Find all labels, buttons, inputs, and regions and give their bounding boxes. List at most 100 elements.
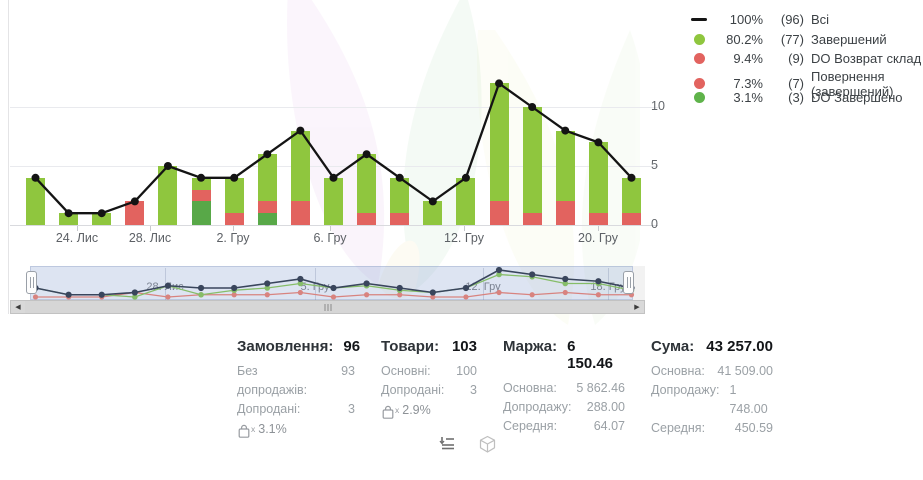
line-point[interactable] — [130, 197, 139, 206]
line-point[interactable] — [495, 79, 504, 88]
stat-row: Середня: 64.07 — [503, 417, 625, 436]
navigator-point — [98, 291, 105, 298]
x-axis-tick — [77, 226, 78, 231]
bar-segment — [257, 213, 277, 225]
bar-day-18[interactable] — [588, 142, 608, 225]
bar-day-15[interactable] — [489, 83, 509, 225]
bar-day-11[interactable] — [357, 154, 377, 225]
navigator-point — [429, 289, 436, 296]
navigator-right-handle-icon[interactable] — [623, 271, 634, 294]
bar-day-19[interactable] — [621, 177, 641, 225]
x-axis-tick — [330, 226, 331, 231]
line-point[interactable] — [395, 173, 404, 182]
stat-row-label: Основна: — [651, 364, 705, 378]
total-line-series — [31, 79, 636, 218]
legend-dot-swatch-icon — [693, 53, 705, 65]
upsell-rate-badge: x 3.1% — [237, 419, 355, 439]
bar-segment — [191, 189, 211, 202]
line-point[interactable] — [31, 173, 40, 182]
legend-item-3[interactable]: 9.4% (9) DO Возврат склад — [688, 49, 923, 69]
bar-day-3[interactable] — [92, 213, 112, 225]
bar-segment — [26, 177, 45, 225]
line-point[interactable] — [528, 103, 537, 111]
line-point[interactable] — [594, 138, 603, 147]
bar-segment — [257, 201, 277, 214]
stat-row: Допродані: 3 — [237, 400, 355, 419]
navigator-point — [297, 275, 304, 283]
bar-day-6[interactable] — [191, 177, 211, 225]
stat-row-value: 3 — [470, 383, 477, 397]
line-point[interactable] — [296, 126, 305, 135]
navigator-point — [595, 292, 601, 298]
bar-day-13[interactable] — [423, 201, 443, 225]
navigator-mini-chart — [32, 266, 635, 300]
legend-item-2[interactable]: 80.2% (77) Завершений — [688, 30, 923, 50]
legend-percent: 100% — [729, 12, 763, 28]
line-point[interactable] — [197, 173, 206, 182]
bar-day-7[interactable] — [224, 177, 244, 225]
bar-segment — [489, 83, 509, 202]
panel-left-border — [8, 0, 9, 314]
horizontal-scrollbar[interactable]: ◀ ▶ — [10, 300, 645, 314]
legend-item-1[interactable]: 100% (96) Всі — [688, 10, 923, 30]
y-axis-tick-label: 0 — [651, 217, 658, 231]
stat-row-label: Допродані: — [237, 402, 301, 416]
stat-row-value: 93 — [341, 364, 355, 378]
bar-segment — [621, 177, 641, 214]
stat-row-value: 5 862.46 — [576, 381, 625, 395]
scroll-right-arrow-icon[interactable]: ▶ — [630, 301, 644, 313]
main-chart-plot-area — [10, 57, 658, 226]
line-point[interactable] — [230, 173, 239, 182]
bar-day-9[interactable] — [290, 130, 310, 225]
stat-title: Замовлення: — [237, 338, 334, 355]
legend-percent: 3.1% — [733, 90, 763, 106]
bar-day-1[interactable] — [26, 177, 45, 225]
line-point[interactable] — [329, 173, 338, 182]
line-point[interactable] — [163, 162, 172, 170]
navigator-gridline — [315, 268, 316, 300]
stat-column-2: Товари: 103 Основні: 100 Допродані: 3 x 2.9% — [381, 338, 477, 439]
stat-row-label: Середня: — [651, 421, 706, 435]
bar-segment — [290, 201, 310, 225]
bar-day-4[interactable] — [125, 201, 145, 225]
line-point[interactable] — [97, 209, 106, 218]
bar-day-10[interactable] — [323, 177, 343, 225]
bar-day-14[interactable] — [456, 177, 476, 225]
stat-row: Допродані: 3 — [381, 381, 477, 400]
line-point[interactable] — [561, 126, 570, 135]
line-point[interactable] — [627, 173, 636, 182]
stat-row-value: 3 — [348, 402, 355, 416]
line-point[interactable] — [64, 209, 73, 218]
range-navigator[interactable]: 28. Лис 5. Гру 12. Гру 18. Гру — [10, 266, 645, 300]
line-point[interactable] — [263, 150, 272, 159]
x-axis-tick — [598, 226, 599, 231]
stat-title: Сума: — [651, 338, 695, 355]
bar-day-16[interactable] — [522, 107, 542, 225]
package-cube-icon[interactable] — [477, 434, 497, 454]
stat-row: Допродажу: 288.00 — [503, 398, 625, 417]
navigator-left-handle-icon[interactable] — [26, 271, 37, 294]
legend-item-5[interactable]: 3.1% (3) DO Завершено — [688, 88, 923, 108]
stat-title: Товари: — [381, 338, 440, 355]
navigator-point — [231, 292, 237, 298]
chart-legend: 100% (96) Всі 80.2% (77) Завершений 9.4% (9) DO … — [688, 10, 923, 108]
line-point[interactable] — [461, 173, 470, 182]
scrollbar-grip-icon[interactable] — [324, 304, 331, 311]
bar-segment — [555, 201, 575, 225]
bar-segment — [522, 213, 542, 225]
navigator-point — [430, 294, 436, 300]
navigator-point — [562, 275, 569, 283]
orders-list-icon[interactable] — [438, 434, 458, 454]
bar-day-5[interactable] — [158, 166, 178, 225]
bar-day-8[interactable] — [257, 154, 277, 225]
line-point[interactable] — [362, 150, 371, 159]
stat-row-label: Основні: — [381, 364, 431, 378]
line-point[interactable] — [428, 197, 437, 206]
bar-day-17[interactable] — [555, 130, 575, 225]
scroll-left-arrow-icon[interactable]: ◀ — [11, 301, 25, 313]
bar-day-2[interactable] — [59, 213, 79, 225]
legend-item-4[interactable]: 7.3% (7) Повернення (завершений) — [688, 69, 923, 99]
navigator-point — [297, 280, 304, 287]
x-axis-tick-label: 12. Гру — [444, 231, 484, 245]
bar-day-12[interactable] — [390, 177, 410, 225]
